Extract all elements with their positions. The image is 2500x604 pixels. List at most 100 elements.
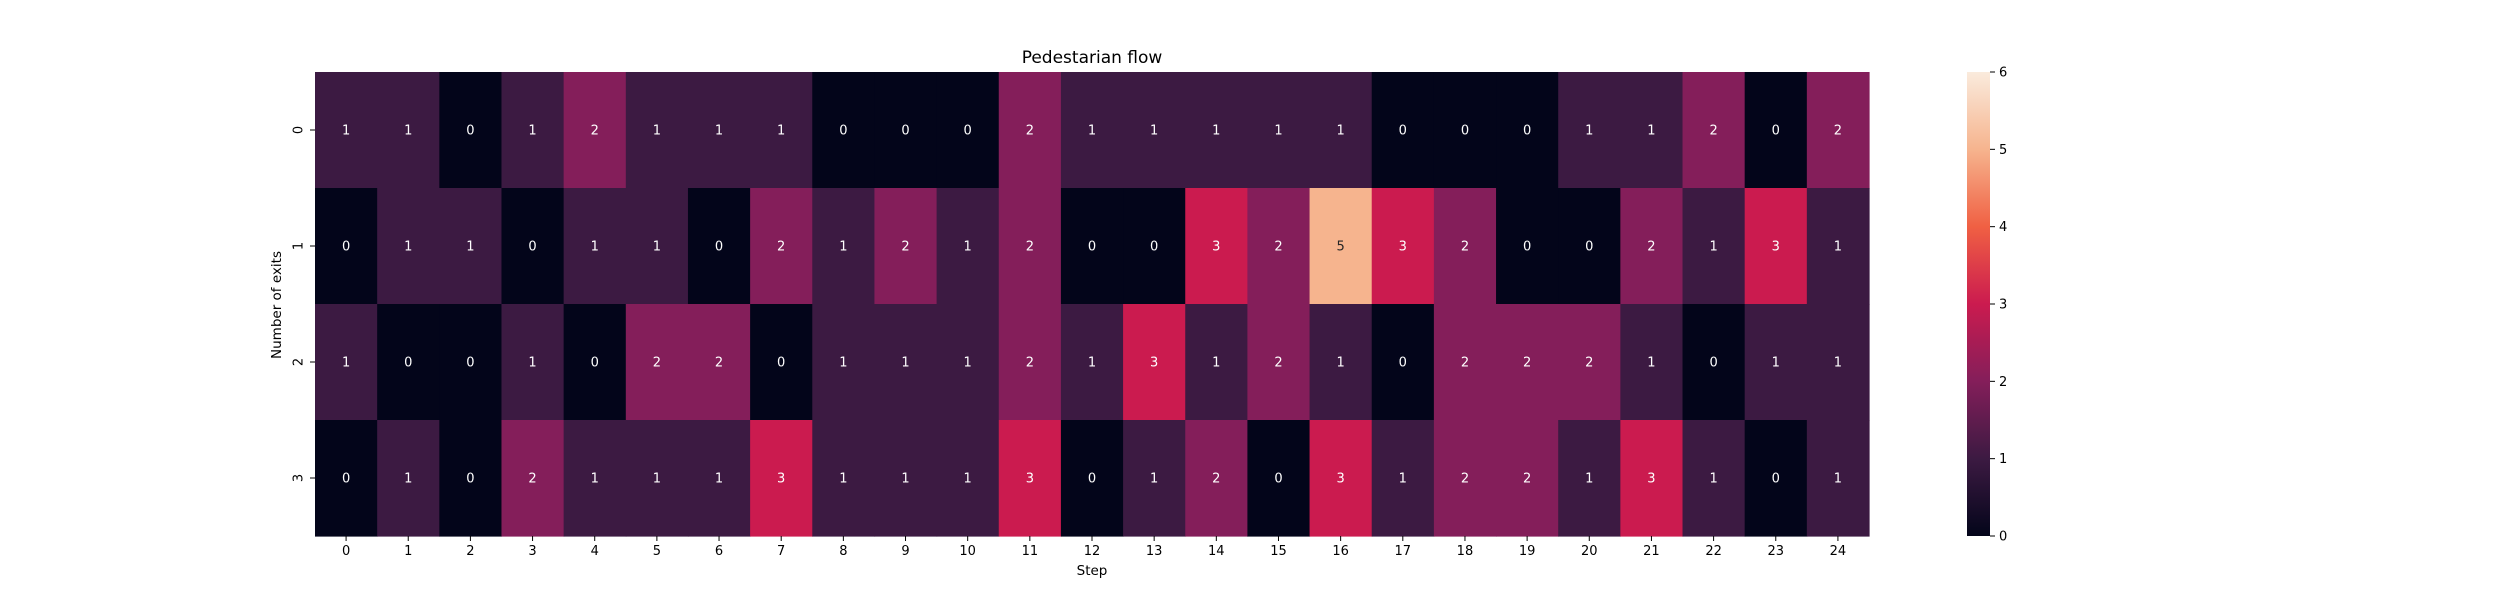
cell-value-label: 0: [466, 472, 474, 487]
x-tick-label: 16: [1332, 544, 1349, 559]
colorbar: [1967, 72, 1990, 536]
heatmap-cell: [874, 72, 938, 189]
heatmap-cell: [501, 72, 565, 189]
cell-value-label: 1: [1150, 472, 1158, 487]
heatmap-cell: [1309, 188, 1373, 305]
heatmap-cell: [315, 72, 378, 189]
cell-value-label: 2: [1026, 240, 1034, 255]
heatmap-cell: [1060, 188, 1124, 305]
heatmap-cell: [1371, 72, 1435, 189]
cell-value-label: 1: [901, 472, 909, 487]
cell-value-label: 1: [653, 472, 661, 487]
heatmap-cell: [315, 304, 378, 421]
colorbar-tick-label: 2: [1999, 375, 2007, 390]
heatmap-cell: [1806, 304, 1870, 421]
x-tick-label: 1: [404, 544, 412, 559]
heatmap-cell: [1806, 188, 1870, 305]
chart-title: Pedestarian flow: [1022, 48, 1163, 68]
cell-value-label: 0: [1088, 472, 1096, 487]
cell-value-label: 0: [528, 240, 536, 255]
colorbar-ticks: 0 1 2 3 4 5 6: [1990, 66, 2007, 545]
heatmap-cell: [315, 420, 378, 537]
cell-value-label: 0: [342, 472, 350, 487]
cell-value-label: 2: [1834, 124, 1842, 139]
heatmap-cell: [1309, 420, 1373, 537]
x-tick-label: 7: [777, 544, 785, 559]
heatmap-cell: [1496, 420, 1559, 537]
heatmap-cell: [874, 304, 938, 421]
heatmap-cell: [563, 188, 627, 305]
heatmap-cell: [812, 72, 876, 189]
cell-value-label: 0: [342, 240, 350, 255]
heatmap-cell: [750, 188, 813, 305]
cell-value-label: 1: [1336, 124, 1344, 139]
heatmap-cell: [687, 188, 751, 305]
x-tick-label: 12: [1084, 544, 1101, 559]
x-tick-label: 11: [1022, 544, 1039, 559]
cell-value-label: 1: [1336, 356, 1344, 371]
colorbar-tick-label: 1: [1999, 452, 2007, 467]
cell-value-label: 1: [404, 240, 412, 255]
x-tick-label: 10: [959, 544, 976, 559]
heatmap-cell: [1123, 188, 1186, 305]
cell-value-label: 1: [839, 356, 847, 371]
cell-value-label: 1: [404, 124, 412, 139]
cell-value-label: 1: [1585, 472, 1593, 487]
heatmap-cell: [1620, 420, 1684, 537]
cell-value-label: 1: [1088, 124, 1096, 139]
heatmap-cell: [1744, 420, 1808, 537]
heatmap-cell: [1496, 72, 1559, 189]
heatmap-cell: [315, 188, 378, 305]
heatmap-cell: [1060, 72, 1124, 189]
cell-value-label: 0: [1088, 240, 1096, 255]
x-tick-label: 8: [839, 544, 847, 559]
cell-value-label: 3: [1647, 472, 1655, 487]
cell-value-label: 1: [342, 356, 350, 371]
cell-value-label: 2: [1585, 356, 1593, 371]
heatmap-cell: [1558, 420, 1621, 537]
cell-value-label: 1: [964, 356, 972, 371]
heatmap-cell: [1247, 304, 1311, 421]
heatmap-cell: [377, 188, 440, 305]
x-tick-label: 6: [715, 544, 723, 559]
cell-value-label: 1: [839, 240, 847, 255]
cell-value-label: 2: [1461, 356, 1469, 371]
cell-value-label: 0: [404, 356, 412, 371]
x-tick-label: 2: [466, 544, 474, 559]
cell-value-label: 2: [653, 356, 661, 371]
heatmap-cell: [812, 304, 876, 421]
cell-value-label: 1: [466, 240, 474, 255]
cell-value-label: 3: [1336, 472, 1344, 487]
x-tick-label: 4: [591, 544, 599, 559]
heatmap-cell: [1060, 420, 1124, 537]
heatmap-cell: [1620, 188, 1684, 305]
cell-value-label: 2: [591, 124, 599, 139]
heatmap-cell: [1371, 188, 1435, 305]
heatmap-cell: [687, 304, 751, 421]
cell-value-label: 1: [715, 124, 723, 139]
y-tick-label: 0: [292, 126, 307, 134]
heatmap-cell: [750, 72, 813, 189]
x-tick-label: 20: [1581, 544, 1598, 559]
heatmap-cell: [998, 188, 1062, 305]
cell-value-label: 2: [1274, 240, 1282, 255]
cell-value-label: 0: [839, 124, 847, 139]
heatmap-cell: [687, 72, 751, 189]
heatmap-cell: [1620, 304, 1684, 421]
cell-value-label: 1: [1709, 240, 1717, 255]
cell-value-label: 1: [1150, 124, 1158, 139]
heatmap-cell: [1744, 188, 1808, 305]
heatmap-cell: [625, 188, 689, 305]
x-tick-label: 5: [653, 544, 661, 559]
heatmap-cell: [750, 304, 813, 421]
heatmap-cell: [1060, 304, 1124, 421]
cell-value-label: 0: [1772, 124, 1780, 139]
cell-value-label: 0: [1772, 472, 1780, 487]
cell-value-label: 3: [1026, 472, 1034, 487]
heatmap-cell: [439, 188, 503, 305]
cell-value-label: 0: [466, 124, 474, 139]
heatmap-cell: [563, 72, 627, 189]
heatmap-cell: [1185, 72, 1248, 189]
cell-value-label: 3: [1399, 240, 1407, 255]
